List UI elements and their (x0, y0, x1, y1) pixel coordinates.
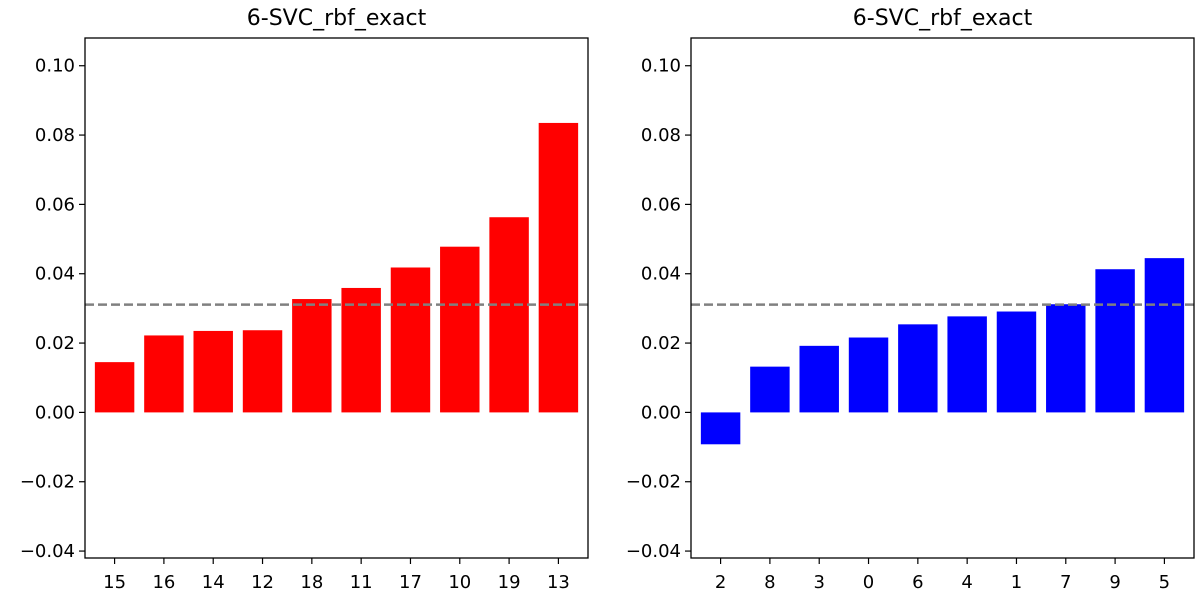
y-tick-label: −0.04 (626, 541, 681, 562)
x-tick-label: 17 (399, 572, 422, 593)
bar-9 (1095, 269, 1135, 413)
bar-18 (292, 299, 332, 413)
y-tick-label: 0.06 (641, 194, 681, 215)
bar-14 (193, 330, 233, 413)
y-tick-label: 0.00 (35, 402, 75, 423)
bar-0 (848, 337, 889, 413)
chart-title: 6-SVC_rbf_exact (853, 6, 1033, 31)
x-tick-label: 5 (1159, 572, 1170, 593)
x-tick-label: 9 (1109, 572, 1120, 593)
x-tick-label: 0 (863, 572, 874, 593)
bar-11 (341, 287, 381, 413)
y-tick-label: 0.00 (641, 402, 681, 423)
y-tick-label: 0.08 (641, 125, 681, 146)
chart-panel-0: 6-SVC_rbf_exact 0.10 0.08 0.06 0.04 0.02 0.00 −… (20, 6, 589, 593)
y-tick-label: −0.02 (626, 472, 681, 493)
x-tick-label: 2 (715, 572, 726, 593)
x-tick-label: 10 (448, 572, 471, 593)
x-tick-label: 1 (1011, 572, 1022, 593)
y-tick-label: −0.04 (20, 541, 75, 562)
y-tick-label: 0.06 (35, 194, 75, 215)
bar-13 (538, 122, 579, 413)
y-tick-label: 0.02 (35, 333, 75, 354)
x-tick-label: 7 (1060, 572, 1071, 593)
bar-7 (1046, 304, 1086, 413)
y-tick-label: 0.04 (35, 264, 75, 285)
bar-15 (94, 362, 135, 413)
y-tick-label: 0.10 (641, 56, 681, 77)
bar-16 (144, 335, 184, 413)
y-tick-label: 0.08 (35, 125, 75, 146)
x-tick-label: 3 (813, 572, 824, 593)
x-tick-label: 18 (300, 572, 323, 593)
bar-19 (489, 217, 529, 413)
bar-5 (1144, 258, 1185, 413)
bar-2 (700, 412, 741, 445)
x-tick-label: 14 (202, 572, 225, 593)
bar-4 (947, 316, 987, 413)
bar-12 (242, 330, 283, 413)
chart-title: 6-SVC_rbf_exact (247, 6, 427, 31)
x-tick-label: 15 (103, 572, 126, 593)
y-tick-label: −0.02 (20, 472, 75, 493)
chart-panel-1: 6-SVC_rbf_exact 0.10 0.08 0.06 0.04 0.02 0.00 −… (626, 6, 1195, 593)
x-tick-label: 13 (547, 572, 570, 593)
x-tick-label: 16 (152, 572, 175, 593)
x-tick-label: 4 (961, 572, 972, 593)
x-tick-label: 19 (498, 572, 521, 593)
x-tick-label: 11 (350, 572, 373, 593)
x-tick-label: 8 (764, 572, 775, 593)
bar-1 (996, 311, 1037, 413)
bar-10 (440, 246, 480, 413)
x-tick-label: 6 (912, 572, 923, 593)
y-tick-label: 0.10 (35, 56, 75, 77)
bar-8 (750, 366, 790, 413)
axes-frame (84, 37, 589, 559)
axes-frame (690, 37, 1195, 559)
bar-6 (898, 324, 938, 413)
x-tick-label: 12 (251, 572, 274, 593)
bar-17 (390, 267, 431, 413)
bar-3 (799, 345, 839, 413)
y-tick-label: 0.02 (641, 333, 681, 354)
y-tick-label: 0.04 (641, 264, 681, 285)
